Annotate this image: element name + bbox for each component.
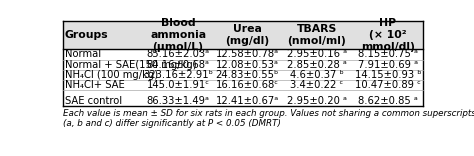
- Text: 24.83±0.55ᵇ: 24.83±0.55ᵇ: [216, 70, 279, 80]
- Text: 2.85±0.28 ᵃ: 2.85±0.28 ᵃ: [287, 60, 346, 70]
- Bar: [63, 21, 423, 49]
- Text: 2.95±0.16 ᵃ: 2.95±0.16 ᵃ: [287, 49, 347, 59]
- Text: Blood
ammonia
(μmol/L): Blood ammonia (μmol/L): [150, 18, 206, 52]
- Text: 84.16±0.68ᵃ: 84.16±0.68ᵃ: [146, 60, 210, 70]
- Text: SAE control: SAE control: [65, 96, 122, 106]
- Text: NH₄Cl+ SAE: NH₄Cl+ SAE: [65, 80, 125, 90]
- Text: Each value is mean ± SD for six rats in each group. Values not sharing a common : Each value is mean ± SD for six rats in …: [63, 109, 474, 128]
- Text: 7.91±0.69 ᵃ: 7.91±0.69 ᵃ: [358, 60, 418, 70]
- Text: Groups: Groups: [65, 30, 109, 40]
- Text: 3.4±0.22 ᶜ: 3.4±0.22 ᶜ: [290, 80, 343, 90]
- Text: 86.33±1.49ᵃ: 86.33±1.49ᵃ: [146, 96, 210, 106]
- Text: 145.0±1.91ᶜ: 145.0±1.91ᶜ: [146, 80, 210, 90]
- Text: Normal: Normal: [65, 49, 101, 59]
- Text: TBARS
(nmol/ml): TBARS (nmol/ml): [287, 24, 346, 46]
- Text: Urea
(mg/dl): Urea (mg/dl): [225, 24, 270, 46]
- Text: 12.08±0.53ᵃ: 12.08±0.53ᵃ: [216, 60, 279, 70]
- Text: 85.16±2.03ᵃ: 85.16±2.03ᵃ: [146, 49, 210, 59]
- Text: 10.47±0.89 ᶜ: 10.47±0.89 ᶜ: [355, 80, 421, 90]
- Text: NH₄Cl (100 mg/kg): NH₄Cl (100 mg/kg): [65, 70, 158, 80]
- Text: Normal + SAE(150 mg/kg): Normal + SAE(150 mg/kg): [65, 60, 196, 70]
- Text: 14.15±0.93 ᵇ: 14.15±0.93 ᵇ: [355, 70, 421, 80]
- Text: HP
(× 10²
mmol/dl): HP (× 10² mmol/dl): [361, 18, 415, 52]
- Text: 12.58±0.78ᵃ: 12.58±0.78ᵃ: [216, 49, 279, 59]
- Text: 8.62±0.85 ᵃ: 8.62±0.85 ᵃ: [358, 96, 418, 106]
- Text: 8.15±0.75 ᵃ: 8.15±0.75 ᵃ: [358, 49, 418, 59]
- Text: 2.95±0.20 ᵃ: 2.95±0.20 ᵃ: [287, 96, 346, 106]
- Text: 12.41±0.67ᵃ: 12.41±0.67ᵃ: [216, 96, 279, 106]
- Text: 323.16±2.91ᵇ: 323.16±2.91ᵇ: [143, 70, 213, 80]
- Text: 16.16±0.68ᶜ: 16.16±0.68ᶜ: [216, 80, 279, 90]
- Text: 4.6±0.37 ᵇ: 4.6±0.37 ᵇ: [290, 70, 344, 80]
